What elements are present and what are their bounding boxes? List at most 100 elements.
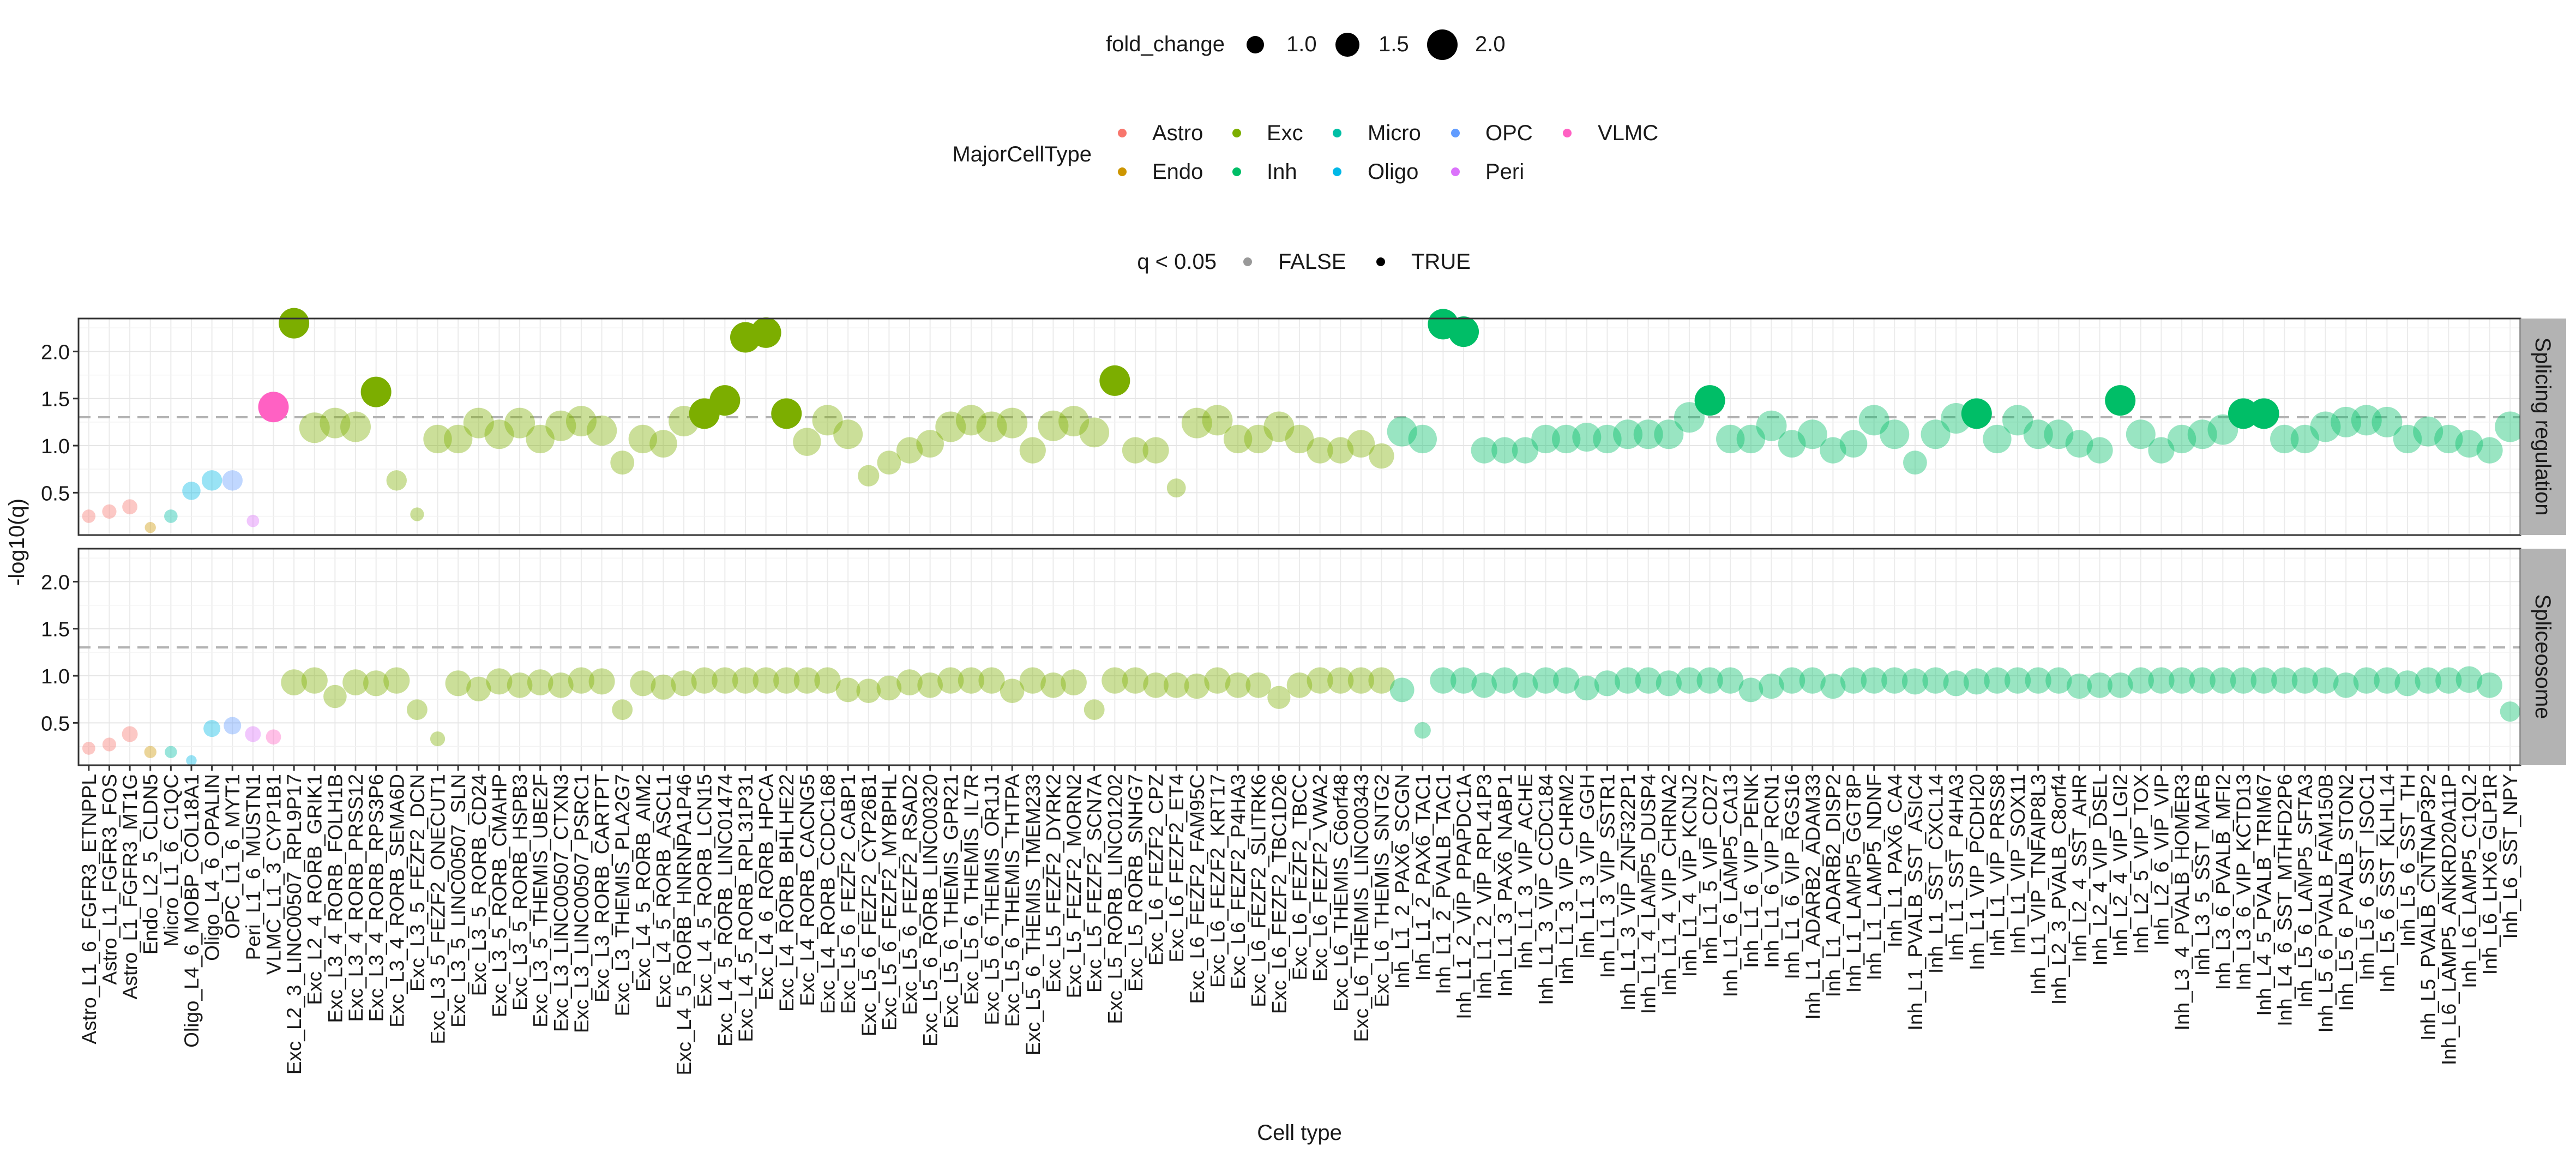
data-point [1387,416,1417,447]
x-tick-label: Inh_L5_6_SST_ISOC1 [2356,774,2378,980]
data-point [712,667,738,694]
x-tick-label: Inh_L1_2_VIP_PPAPDC1A [1453,774,1475,1019]
data-point [649,430,677,458]
x-tick-label: Exc_L3_4_RORB_FOLH1B [324,774,346,1023]
data-point [2148,437,2175,464]
data-point [628,424,658,454]
data-point [1491,667,1518,694]
data-point [1263,411,1295,442]
data-point [568,667,595,694]
data-point [2087,672,2112,698]
legend-color-label-exc: Exc [1267,121,1303,145]
data-point [651,674,676,700]
x-tick-label: Exc_L3_5_LINC00507_SLN [447,774,470,1028]
x-tick-label: Inh_L1_3_VIP_GGH [1576,774,1598,959]
x-tick-label: Exc_L6_FEZF2_ET4 [1165,774,1188,962]
data-point [2351,405,2382,436]
data-point [1084,699,1105,720]
data-point [1756,410,1787,441]
x-tick-label: Exc_L3_5_FEZF2_ONECUT1 [427,774,449,1044]
x-tick-label: Inh_L1_5_VIP_CD27 [1699,774,1722,965]
data-point [1694,385,1725,416]
data-point [2393,424,2422,454]
legend-alpha: q < 0.05 FALSE TRUE [1137,250,1471,274]
data-point [2189,667,2216,694]
data-point [1861,667,1887,694]
data-point [2415,667,2441,694]
x-tick-label: Exc_L5_RORB_SNHG7 [1124,774,1147,992]
data-point [1143,672,1169,698]
data-point [281,669,307,695]
x-tick-label: Exc_L5_FEZF2_SCN7A [1084,774,1106,993]
data-point [793,667,820,694]
data-point [1512,672,1538,698]
x-tick-label: Exc_L3_5_RORB_HSPB3 [509,774,531,1011]
strip-label: Spliceosome [2531,594,2555,719]
data-point [527,669,553,695]
data-point [1347,430,1375,458]
x-tick-label: Inh_L4_5_PVALB_TRIM67 [2253,774,2276,1016]
data-point [858,465,880,487]
data-point [1181,407,1212,439]
data-point [2476,437,2503,464]
data-point [320,407,351,439]
data-point [2500,701,2520,722]
legend-color-key-micro [1333,129,1341,137]
x-tick-label: Inh_L1_PAX6_CA4 [1883,774,1906,947]
data-point [896,437,923,464]
y-tick-label: 1.5 [41,388,70,411]
data-point [958,667,985,694]
data-point [814,667,841,694]
data-point [2477,672,2502,698]
x-tick-label: Micro_L1_6_C1QC [160,774,182,947]
data-point [1471,437,1497,464]
data-point [1223,424,1253,454]
x-tick-label: Exc_L4_5_RORB_HNRNPA1P46 [673,774,695,1076]
x-tick-label: Inh_L1_LAMP5_NDNF [1863,774,1886,980]
data-point [997,407,1028,439]
data-point [430,731,446,747]
data-point [1040,672,1066,698]
data-point [258,392,289,423]
x-tick-label: Inh_L5_6_PVALB_FAM150B [2315,774,2337,1033]
data-point [612,699,633,720]
x-tick-label: Exc_L3_5_RORB_CD24 [468,774,490,996]
data-point [2413,416,2443,447]
legend-color-key-vlmc [1563,129,1572,137]
data-point [1204,667,1231,694]
data-point [224,717,242,735]
data-point [896,669,923,695]
x-tick-label: Inh_L5_6_PVALB_STON2 [2335,774,2357,1011]
data-point [671,670,697,696]
data-point [2455,430,2483,458]
x-tick-label: Inh_L1_3_VIP_CHRM2 [1555,774,1578,985]
data-point [2086,437,2113,464]
data-point [2290,424,2320,454]
data-point [323,684,347,708]
legend-color-key-inh [1232,167,1241,176]
data-point [1820,437,1846,464]
data-point [1572,422,1602,452]
data-point [186,755,197,766]
y-tick-label: 2.0 [41,571,70,594]
data-point [2148,667,2175,694]
data-point [709,385,741,416]
data-point [2167,424,2196,454]
legend-color-key-exc [1232,129,1241,137]
legend-color-label-oligo: Oligo [1368,160,1418,184]
legend-size-label-2: 1.5 [1379,32,1409,56]
data-point [1696,667,1723,694]
data-point [1840,667,1867,694]
data-point [1327,437,1354,464]
legend-size-key-2 [1335,33,1359,57]
strip-background [2520,549,2566,765]
data-point [1285,424,1314,454]
data-point [1797,419,1827,449]
data-point [1450,667,1477,694]
data-point [2207,414,2238,445]
legend-size-title: fold_change [1106,32,1225,56]
x-tick-label: Exc_L3_4_RORB_SEMA6D [386,774,408,1028]
data-point [1716,424,1745,454]
legend-alpha-title: q < 0.05 [1137,250,1217,274]
